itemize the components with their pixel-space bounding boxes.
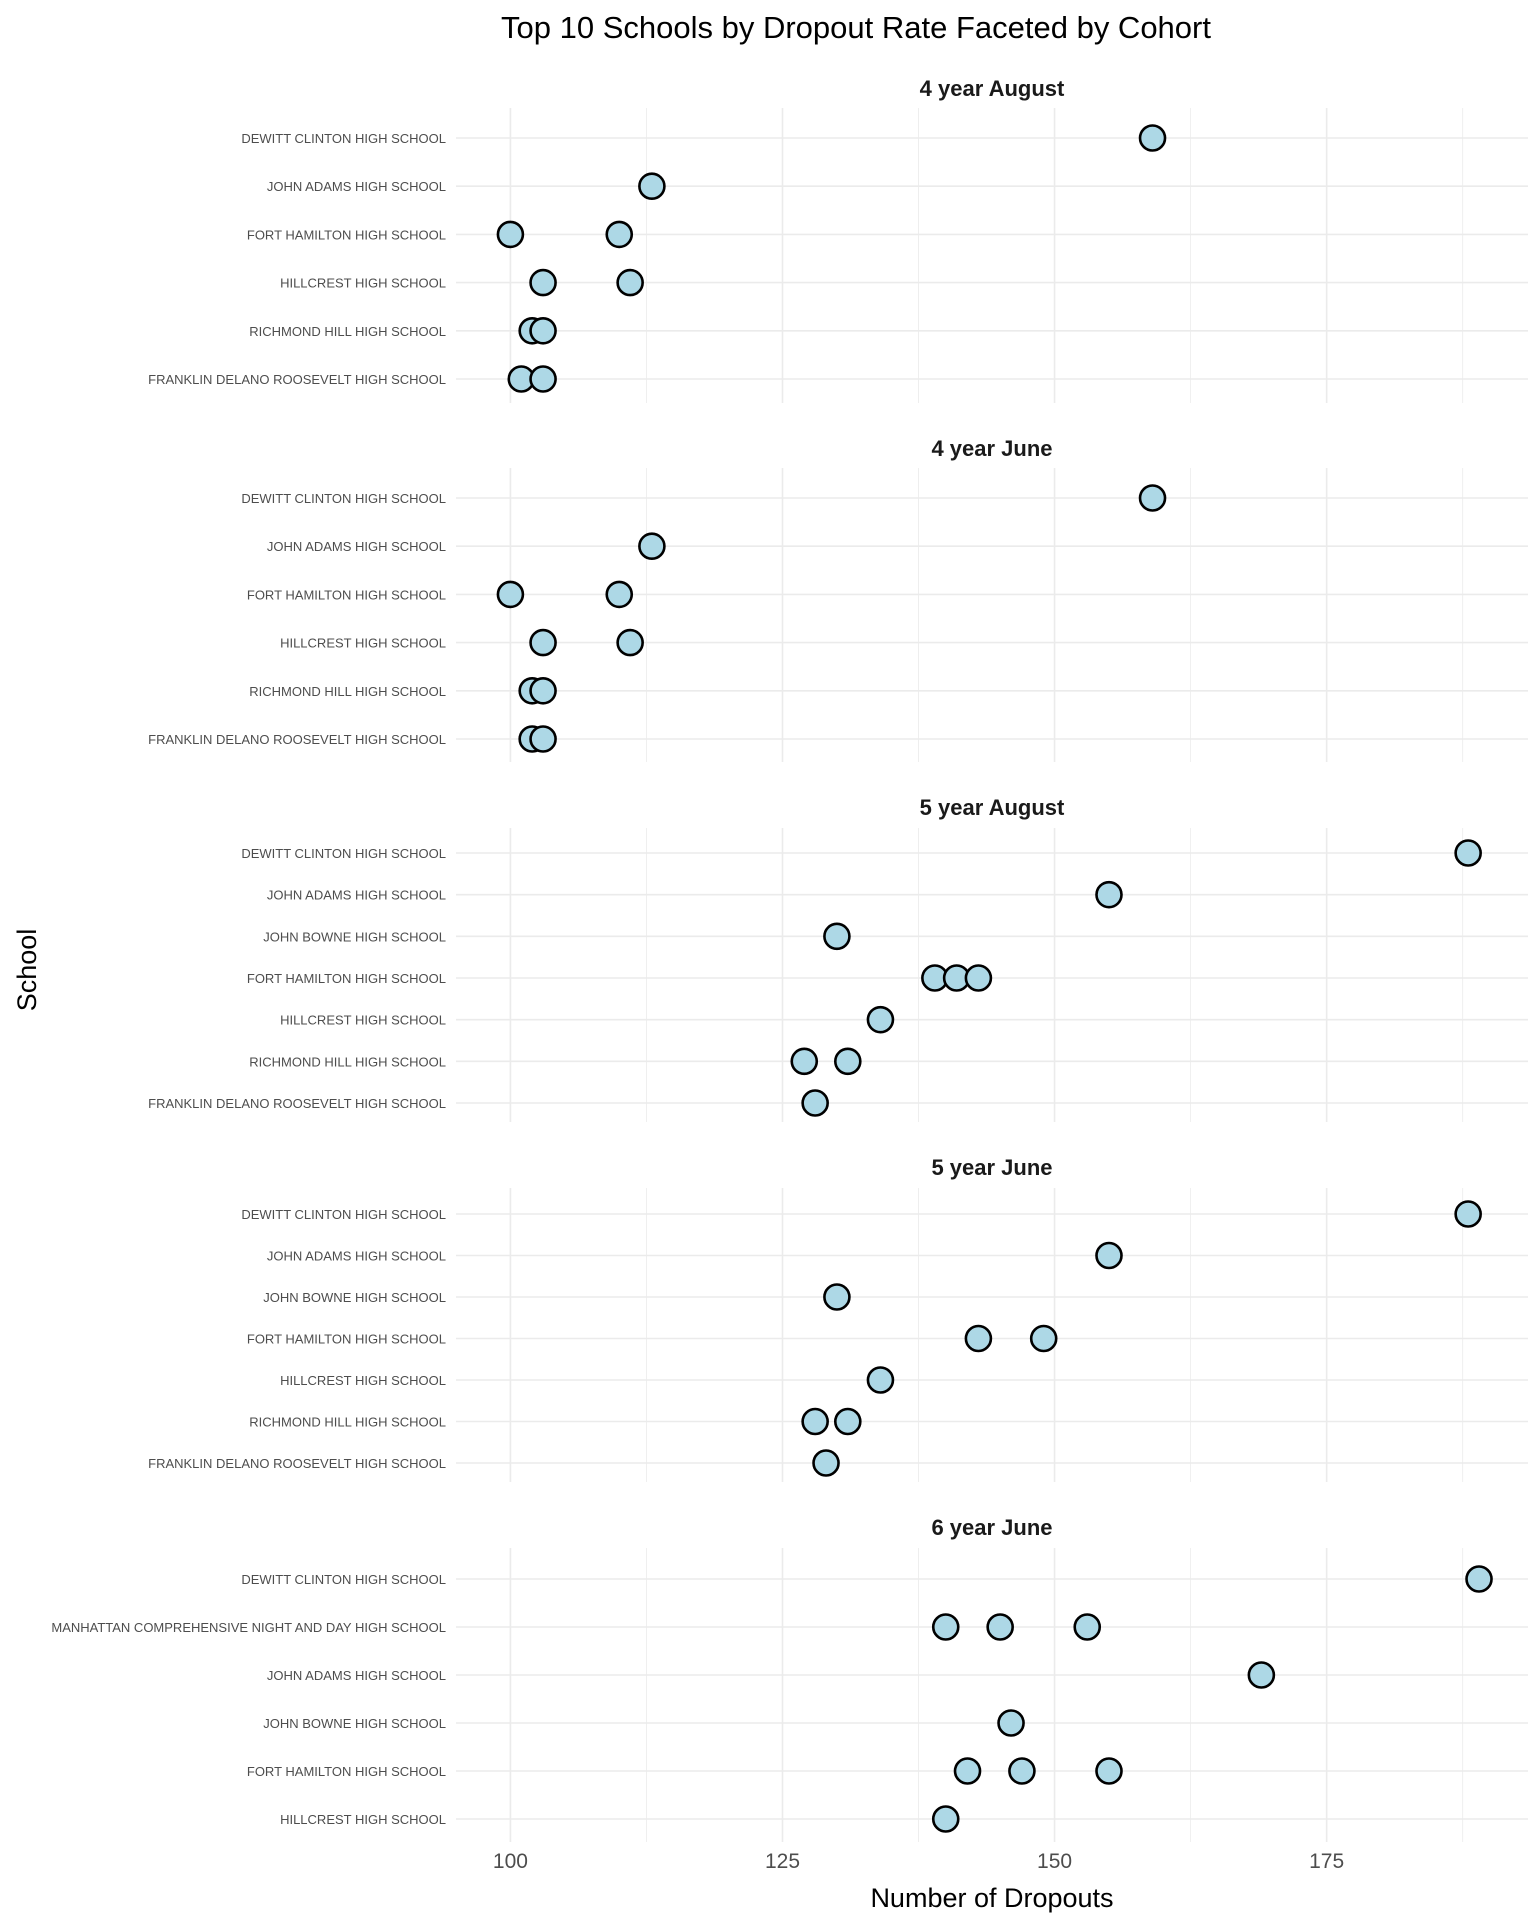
data-point xyxy=(529,365,557,393)
x-tick-label: 150 xyxy=(1037,1850,1072,1873)
y-tick-label: JOHN ADAMS HIGH SCHOOL xyxy=(267,1668,446,1683)
data-point xyxy=(997,1709,1025,1737)
data-point xyxy=(1138,124,1167,152)
y-tick-label: RICHMOND HILL HIGH SCHOOL xyxy=(249,684,446,699)
y-tick-label: FRANKLIN DELANO ROOSEVELT HIGH SCHOOL xyxy=(148,1096,446,1111)
data-point xyxy=(812,1449,840,1477)
data-point xyxy=(1454,1200,1482,1228)
data-point xyxy=(638,172,666,200)
facet-strip-label: 5 year August xyxy=(920,795,1065,820)
data-point xyxy=(1138,484,1167,512)
data-point xyxy=(823,1283,851,1311)
x-tick-label: 175 xyxy=(1309,1850,1344,1873)
y-tick-label: JOHN ADAMS HIGH SCHOOL xyxy=(267,1249,446,1264)
data-point xyxy=(866,1005,895,1034)
data-point xyxy=(801,1089,829,1117)
y-tick-label: HILLCREST HIGH SCHOOL xyxy=(280,636,446,651)
y-tick-label: DEWITT CLINTON HIGH SCHOOL xyxy=(241,131,446,146)
y-tick-label: HILLCREST HIGH SCHOOL xyxy=(280,1812,446,1827)
y-tick-label: HILLCREST HIGH SCHOOL xyxy=(280,276,446,291)
y-tick-label: FRANKLIN DELANO ROOSEVELT HIGH SCHOOL xyxy=(148,732,446,747)
y-tick-label: HILLCREST HIGH SCHOOL xyxy=(280,1373,446,1388)
data-point xyxy=(964,1324,993,1353)
y-tick-label: FORT HAMILTON HIGH SCHOOL xyxy=(247,587,446,602)
data-point xyxy=(1095,880,1123,909)
data-point xyxy=(931,1805,960,1833)
data-point xyxy=(529,316,557,345)
y-tick-label: FRANKLIN DELANO ROOSEVELT HIGH SCHOOL xyxy=(148,1456,446,1471)
facet-strip-label: 6 year June xyxy=(931,1515,1052,1540)
data-point xyxy=(1465,1565,1493,1593)
data-point xyxy=(496,580,525,609)
data-point xyxy=(1454,839,1482,867)
data-point xyxy=(529,268,557,297)
data-point xyxy=(616,628,644,657)
facet-panel-5-year-august: 5 year August DEWITT CLINTON HIGH SCHOOL J… xyxy=(148,795,1528,1122)
facet-panel-5-year-june: 5 year June DEWITT CLINTON HIGH SCHOOL JOH… xyxy=(148,1155,1528,1482)
y-tick-label: MANHATTAN COMPREHENSIVE NIGHT AND DAY HI… xyxy=(51,1620,446,1635)
data-point xyxy=(529,676,557,705)
y-tick-label: JOHN ADAMS HIGH SCHOOL xyxy=(267,539,446,554)
data-point xyxy=(931,1613,960,1641)
y-tick-label: JOHN ADAMS HIGH SCHOOL xyxy=(267,179,446,194)
data-point xyxy=(638,532,666,561)
y-tick-label: RICHMOND HILL HIGH SCHOOL xyxy=(249,1415,446,1430)
y-tick-label: DEWITT CLINTON HIGH SCHOOL xyxy=(241,491,446,506)
facet-strip-label: 5 year June xyxy=(931,1155,1052,1180)
y-tick-label: RICHMOND HILL HIGH SCHOOL xyxy=(249,1054,446,1069)
data-point xyxy=(964,964,993,992)
data-point xyxy=(866,1366,895,1394)
x-tick-label: 125 xyxy=(765,1850,800,1873)
data-point xyxy=(801,1407,829,1436)
data-point xyxy=(1095,1241,1123,1270)
facet-panel-4-year-august: 4 year August DEWITT CLINTON HIGH SCHOOL J… xyxy=(148,76,1528,403)
y-tick-label: JOHN ADAMS HIGH SCHOOL xyxy=(267,888,446,903)
y-tick-label: FORT HAMILTON HIGH SCHOOL xyxy=(247,1332,446,1347)
y-tick-label: HILLCREST HIGH SCHOOL xyxy=(280,1013,446,1028)
data-point xyxy=(616,268,644,297)
facet-panel-6-year-june: 6 year June DEWITT CLINTON HIGH SCHOOL MAN… xyxy=(51,1515,1528,1842)
y-tick-label: RICHMOND HILL HIGH SCHOOL xyxy=(249,324,446,339)
y-tick-label: JOHN BOWNE HIGH SCHOOL xyxy=(263,929,446,944)
y-tick-label: DEWITT CLINTON HIGH SCHOOL xyxy=(241,1207,446,1222)
data-point xyxy=(986,1613,1014,1641)
y-tick-label: FORT HAMILTON HIGH SCHOOL xyxy=(247,1764,446,1779)
y-tick-label: FRANKLIN DELANO ROOSEVELT HIGH SCHOOL xyxy=(148,372,446,387)
data-point xyxy=(605,220,634,249)
facet-strip-label: 4 year August xyxy=(920,76,1065,101)
y-tick-label: JOHN BOWNE HIGH SCHOOL xyxy=(263,1290,446,1305)
data-point xyxy=(1029,1324,1058,1353)
y-axis-title: School xyxy=(12,929,42,1012)
x-axis-title: Number of Dropouts xyxy=(870,1883,1113,1913)
y-tick-label: DEWITT CLINTON HIGH SCHOOL xyxy=(241,846,446,861)
data-point xyxy=(823,922,851,951)
y-tick-label: FORT HAMILTON HIGH SCHOOL xyxy=(247,971,446,986)
y-tick-label: FORT HAMILTON HIGH SCHOOL xyxy=(247,227,446,242)
y-tick-label: JOHN BOWNE HIGH SCHOOL xyxy=(263,1716,446,1731)
chart-title: Top 10 Schools by Dropout Rate Faceted b… xyxy=(501,10,1211,45)
data-point xyxy=(790,1047,819,1076)
x-tick-label: 100 xyxy=(493,1850,528,1873)
data-point xyxy=(529,725,557,753)
data-point xyxy=(833,1407,862,1436)
data-point xyxy=(1008,1757,1036,1785)
data-point xyxy=(496,220,525,249)
x-axis-ticks: 100 125 150 175 xyxy=(493,1850,1344,1873)
facet-strip-label: 4 year June xyxy=(931,436,1052,461)
data-point xyxy=(833,1047,862,1076)
facet-panel-4-year-june: 4 year June DEWITT CLINTON HIGH SCHOOL JOH… xyxy=(148,436,1528,762)
facet-panels: 4 year August DEWITT CLINTON HIGH SCHOOL J… xyxy=(51,76,1528,1842)
data-point xyxy=(1073,1613,1102,1641)
data-point xyxy=(1247,1661,1276,1689)
data-point xyxy=(605,580,634,609)
y-tick-label: DEWITT CLINTON HIGH SCHOOL xyxy=(241,1572,446,1587)
data-point xyxy=(1095,1757,1123,1785)
data-point xyxy=(953,1757,982,1785)
data-point xyxy=(529,628,557,657)
